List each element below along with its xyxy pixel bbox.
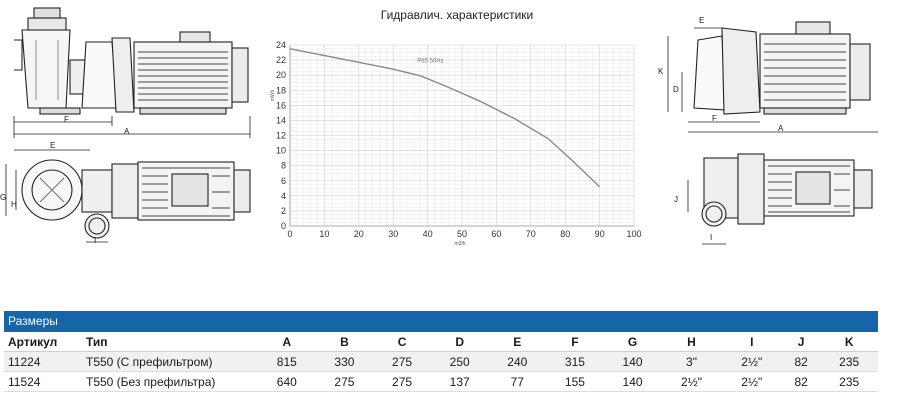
cell-a: 815: [258, 351, 316, 372]
y-tick-label: 12: [276, 131, 286, 141]
pump-top-view-drawing: [5, 149, 251, 243]
y-tick-label: 20: [276, 70, 286, 80]
x-axis-label: m3/h: [454, 241, 465, 247]
cell-h: 3": [661, 351, 722, 372]
y-tick-label: 4: [281, 191, 286, 201]
performance-chart: Гидравлич. характеристики 0 10 20 30 40 50 60 7…: [262, 0, 652, 250]
dim-label-H-top: H: [11, 200, 17, 209]
cell-article: 11224: [4, 351, 86, 372]
cell-k: 235: [820, 351, 878, 372]
cell-b: 330: [315, 351, 374, 372]
dim-label-E-side: E: [699, 16, 705, 25]
y-axis-label: mWs: [270, 89, 276, 101]
header-c: C: [373, 332, 431, 352]
cell-c: 275: [373, 371, 431, 392]
cell-type: T550 (Без префильтра): [86, 371, 258, 392]
cell-i: 2½": [721, 371, 782, 392]
pump-front-view-drawing: [13, 7, 251, 138]
header-d: D: [430, 332, 489, 352]
x-tick-label: 60: [491, 229, 501, 239]
x-tick-label: 40: [423, 229, 433, 239]
dim-label-J-bottom: J: [674, 195, 678, 204]
x-tick-label: 70: [526, 229, 536, 239]
dim-label-F-front: F: [64, 115, 69, 124]
series-line-p85: [289, 48, 601, 188]
y-tick-label: 8: [281, 161, 286, 171]
cell-j: 82: [781, 371, 821, 392]
y-tick-label: 6: [281, 176, 286, 186]
pump-bottom-view-drawing: [687, 153, 873, 245]
y-tick-label: 22: [276, 55, 286, 65]
header-k: K: [820, 332, 878, 352]
table-row: 11524 T550 (Без префильтра) 640 275 275 …: [4, 371, 878, 392]
dim-label-I-bottom: I: [710, 233, 713, 242]
cell-d: 250: [430, 351, 489, 372]
series-label: P85 50Hz: [417, 58, 443, 64]
dim-label-D-side: D: [673, 85, 679, 94]
x-tick-label: 30: [388, 229, 398, 239]
y-tick-label: 10: [276, 146, 286, 156]
chart-title: Гидравлич. характеристики: [380, 8, 534, 22]
table-caption: Размеры: [4, 311, 878, 332]
dim-label-E-top: E: [50, 141, 56, 150]
cell-d: 137: [430, 371, 489, 392]
cell-c: 275: [373, 351, 431, 372]
header-type: Тип: [86, 332, 258, 352]
cell-f: 315: [546, 351, 604, 372]
cell-j: 82: [781, 351, 821, 372]
header-article: Артикул: [4, 332, 86, 352]
x-tick-label: 20: [354, 229, 364, 239]
dim-label-G-top: G: [0, 193, 7, 202]
header-g: G: [603, 332, 662, 352]
x-tick-label: 50: [457, 229, 467, 239]
x-tick-label: 80: [560, 229, 570, 239]
cell-a: 640: [258, 371, 316, 392]
y-tick-label: 0: [281, 221, 286, 231]
y-tick-label: 14: [276, 115, 286, 125]
header-h: H: [661, 332, 722, 352]
dimensions-table: Размеры Артикул Тип A B C D E F G H I J …: [4, 311, 878, 392]
cell-g: 140: [603, 371, 662, 392]
cell-f: 155: [546, 371, 604, 392]
table-header-row: Артикул Тип A B C D E F G H I J K: [4, 332, 878, 352]
cell-article: 11524: [4, 371, 86, 392]
x-tick-label: 90: [595, 229, 605, 239]
cell-type: T550 (С префильтром): [86, 351, 258, 372]
header-i: I: [721, 332, 782, 352]
header-f: F: [546, 332, 604, 352]
cell-g: 140: [603, 351, 662, 372]
y-tick-label: 18: [276, 85, 286, 95]
cell-e: 77: [488, 371, 547, 392]
chart-plot-area: 0 10 20 30 40 50 60 70 80 90 100024681012141618202…: [270, 40, 642, 247]
header-e: E: [488, 332, 547, 352]
x-tick-label: 100: [626, 229, 641, 239]
header-j: J: [781, 332, 821, 352]
cell-k: 235: [820, 371, 878, 392]
dim-label-A-side: A: [778, 124, 784, 133]
dim-label-F-side: F: [712, 114, 717, 123]
x-tick-label: 10: [319, 229, 329, 239]
cell-i: 2½": [721, 351, 782, 372]
header-b: B: [315, 332, 374, 352]
header-a: A: [258, 332, 316, 352]
x-tick-label: 0: [287, 229, 292, 239]
y-tick-label: 24: [276, 40, 286, 50]
cell-b: 275: [315, 371, 374, 392]
dim-label-A-front: A: [124, 127, 130, 136]
y-tick-label: 16: [276, 100, 286, 110]
pump-side-view-drawing: [667, 21, 878, 133]
y-tick-label: 2: [281, 206, 286, 216]
cell-h: 2½": [661, 371, 722, 392]
dim-label-I-top: I: [94, 236, 97, 245]
dim-label-K-side: K: [658, 67, 664, 76]
table-row: 11224 T550 (С префильтром) 815 330 275 2…: [4, 351, 878, 372]
cell-e: 240: [488, 351, 547, 372]
